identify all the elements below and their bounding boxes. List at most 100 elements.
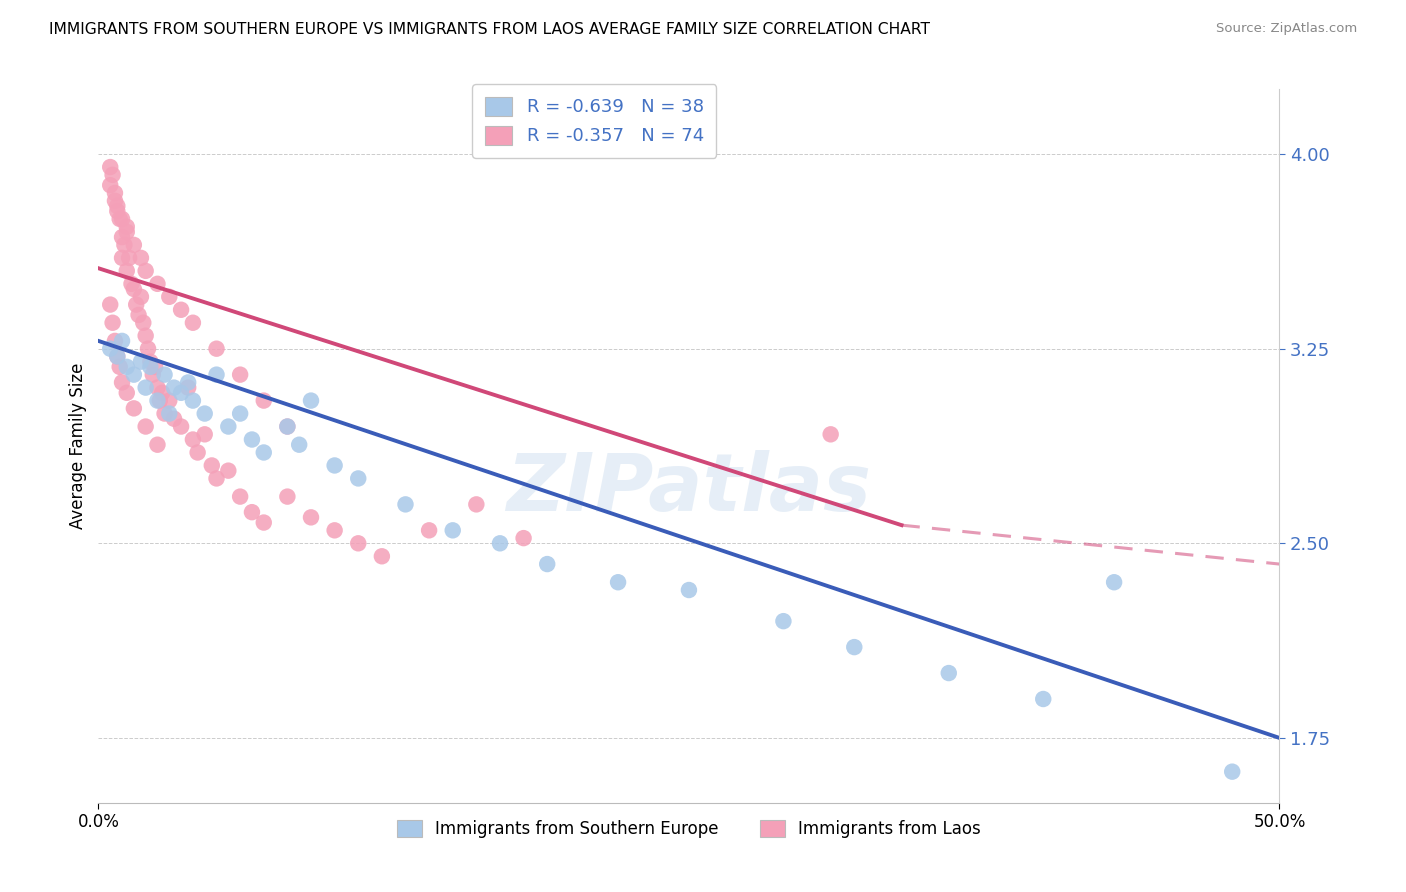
Y-axis label: Average Family Size: Average Family Size: [69, 363, 87, 529]
Point: [146, 393, 169, 408]
Point: [418, 524, 440, 538]
Point: [98, 297, 121, 311]
Point: [217, 464, 239, 478]
Text: ZIPatlas: ZIPatlas: [506, 450, 872, 528]
Point: [105, 350, 128, 364]
Point: [253, 445, 276, 459]
Point: [299, 510, 322, 524]
Point: [347, 536, 370, 550]
Point: [139, 359, 162, 374]
Point: [115, 219, 138, 234]
Point: [512, 531, 534, 545]
Point: [143, 359, 166, 374]
Point: [115, 264, 138, 278]
Point: [129, 251, 152, 265]
Point: [111, 251, 134, 265]
Point: [111, 334, 134, 348]
Point: [121, 277, 143, 291]
Point: [108, 211, 131, 226]
Point: [111, 230, 134, 244]
Point: [122, 401, 145, 416]
Point: [323, 524, 346, 538]
Point: [229, 490, 252, 504]
Point: [122, 238, 145, 252]
Point: [253, 393, 276, 408]
Point: [394, 497, 416, 511]
Point: [347, 471, 370, 485]
Point: [299, 393, 322, 408]
Point: [111, 376, 134, 390]
Point: [194, 427, 217, 442]
Text: Source: ZipAtlas.com: Source: ZipAtlas.com: [1216, 22, 1357, 36]
Point: [129, 290, 152, 304]
Point: [153, 407, 176, 421]
Point: [132, 316, 155, 330]
Point: [108, 359, 131, 374]
Point: [217, 419, 239, 434]
Point: [149, 393, 172, 408]
Point: [276, 490, 298, 504]
Point: [163, 411, 186, 425]
Point: [229, 407, 252, 421]
Point: [170, 302, 193, 317]
Point: [104, 194, 127, 208]
Point: [157, 290, 180, 304]
Point: [205, 342, 228, 356]
Point: [118, 251, 141, 265]
Point: [163, 381, 186, 395]
Point: [205, 471, 228, 485]
Point: [157, 393, 180, 408]
Point: [104, 334, 127, 348]
Point: [170, 419, 193, 434]
Point: [115, 385, 138, 400]
Point: [153, 368, 176, 382]
Point: [105, 350, 128, 364]
Point: [536, 557, 558, 571]
Point: [1220, 764, 1243, 779]
Point: [157, 407, 180, 421]
Point: [678, 582, 700, 597]
Point: [142, 368, 165, 382]
Point: [253, 516, 276, 530]
Point: [205, 368, 228, 382]
Point: [276, 419, 298, 434]
Point: [136, 342, 159, 356]
Point: [150, 385, 173, 400]
Point: [181, 433, 204, 447]
Point: [146, 277, 169, 291]
Point: [104, 186, 127, 200]
Point: [98, 160, 121, 174]
Point: [607, 575, 630, 590]
Point: [177, 376, 200, 390]
Point: [135, 328, 157, 343]
Point: [125, 297, 148, 311]
Point: [115, 225, 138, 239]
Point: [111, 211, 134, 226]
Point: [181, 393, 204, 408]
Point: [1032, 692, 1054, 706]
Point: [181, 316, 204, 330]
Text: IMMIGRANTS FROM SOUTHERN EUROPE VS IMMIGRANTS FROM LAOS AVERAGE FAMILY SIZE CORR: IMMIGRANTS FROM SOUTHERN EUROPE VS IMMIG…: [49, 22, 931, 37]
Point: [288, 438, 311, 452]
Point: [323, 458, 346, 473]
Point: [112, 238, 135, 252]
Point: [128, 308, 150, 322]
Point: [371, 549, 394, 564]
Point: [938, 666, 960, 681]
Point: [139, 354, 162, 368]
Point: [489, 536, 512, 550]
Point: [187, 445, 209, 459]
Point: [170, 385, 193, 400]
Point: [240, 505, 263, 519]
Point: [276, 419, 298, 434]
Point: [177, 381, 200, 395]
Point: [98, 178, 121, 193]
Point: [122, 368, 145, 382]
Point: [844, 640, 866, 654]
Point: [105, 204, 128, 219]
Point: [201, 458, 224, 473]
Point: [129, 354, 152, 368]
Point: [135, 381, 157, 395]
Point: [465, 497, 488, 511]
Point: [135, 264, 157, 278]
